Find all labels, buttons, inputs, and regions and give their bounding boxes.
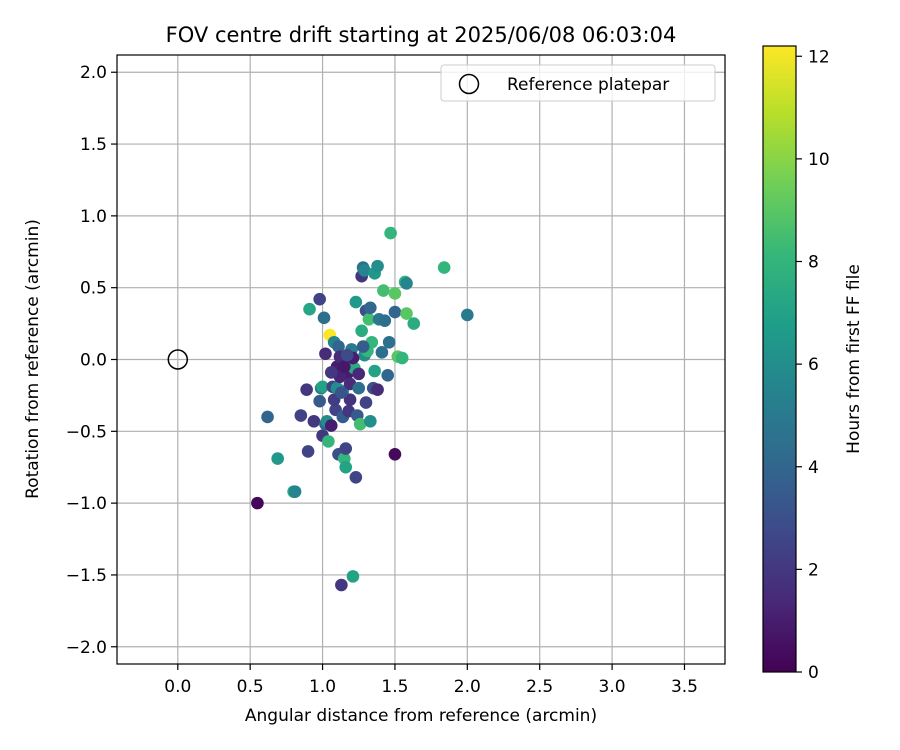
data-point bbox=[381, 368, 395, 382]
data-point bbox=[339, 460, 353, 474]
y-axis-ticks: −2.0 −1.5 −1.0 −0.5 0.0 0.5 1.0 1.5 2.0 bbox=[66, 63, 117, 658]
data-point bbox=[349, 470, 363, 484]
data-point bbox=[349, 295, 363, 309]
data-point bbox=[384, 226, 397, 240]
data-point bbox=[346, 570, 360, 583]
data-point bbox=[358, 264, 371, 277]
data-point bbox=[251, 496, 264, 510]
data-point bbox=[400, 277, 413, 290]
data-point bbox=[300, 383, 313, 396]
data-point bbox=[368, 364, 381, 378]
y-tick-label: −2.0 bbox=[66, 638, 107, 658]
data-point bbox=[335, 386, 348, 399]
legend-marker-icon bbox=[458, 73, 480, 95]
data-point bbox=[364, 301, 377, 315]
data-point bbox=[352, 367, 366, 381]
data-point bbox=[364, 414, 377, 428]
data-point bbox=[353, 417, 367, 431]
data-point bbox=[288, 485, 302, 498]
data-point bbox=[319, 347, 332, 361]
data-point bbox=[316, 380, 329, 394]
colorbar-tick-label: 4 bbox=[808, 458, 819, 478]
y-tick-label: 2.0 bbox=[80, 63, 107, 83]
legend-label-reference: Reference platepar bbox=[507, 75, 669, 95]
data-point bbox=[355, 324, 368, 338]
data-point bbox=[337, 360, 351, 373]
data-point bbox=[388, 447, 402, 461]
x-tick-label: 0.0 bbox=[164, 677, 191, 697]
data-point bbox=[332, 340, 345, 353]
data-point bbox=[461, 308, 474, 322]
data-point bbox=[307, 414, 321, 428]
x-axis-label: Angular distance from reference (arcmin) bbox=[245, 706, 597, 726]
data-point bbox=[371, 259, 384, 273]
colorbar-rect bbox=[762, 45, 797, 673]
y-tick-label: 1.5 bbox=[80, 135, 107, 155]
data-point bbox=[388, 287, 402, 300]
data-point bbox=[371, 383, 384, 396]
data-point bbox=[359, 396, 373, 409]
data-point bbox=[324, 366, 338, 379]
data-point bbox=[407, 317, 421, 330]
colorbar-label: Hours from first FF file bbox=[844, 264, 864, 454]
data-point bbox=[340, 348, 354, 362]
colorbar-tick-label: 0 bbox=[808, 663, 819, 683]
data-point bbox=[313, 394, 326, 408]
x-tick-label: 2.0 bbox=[454, 677, 481, 697]
data-point bbox=[324, 419, 338, 432]
colorbar: 0 2 4 6 8 10 12 Hours from first FF file bbox=[762, 45, 864, 683]
data-point bbox=[301, 445, 315, 458]
data-point bbox=[303, 302, 316, 316]
reference-platepar-marker bbox=[167, 349, 189, 370]
data-point bbox=[271, 452, 284, 465]
x-tick-label: 3.5 bbox=[671, 677, 698, 697]
colorbar-tick-label: 10 bbox=[808, 150, 830, 170]
x-axis-ticks: 0.0 0.5 1.0 1.5 2.0 2.5 3.0 3.5 bbox=[164, 664, 698, 697]
x-tick-label: 1.5 bbox=[381, 677, 408, 697]
data-point bbox=[261, 410, 274, 424]
data-point bbox=[382, 335, 396, 349]
x-tick-label: 2.5 bbox=[526, 677, 553, 697]
plot-area bbox=[116, 54, 726, 665]
y-tick-label: −0.5 bbox=[66, 422, 107, 442]
x-tick-label: 1.0 bbox=[309, 677, 336, 697]
data-point bbox=[343, 393, 357, 407]
colorbar-tick-label: 2 bbox=[808, 560, 819, 580]
colorbar-tick-label: 12 bbox=[808, 47, 830, 67]
legend: Reference platepar bbox=[440, 64, 716, 102]
y-tick-label: −1.0 bbox=[66, 494, 107, 514]
x-tick-label: 0.5 bbox=[237, 677, 264, 697]
data-point bbox=[388, 305, 402, 319]
colorbar-ticks: 0 2 4 6 8 10 12 bbox=[796, 47, 830, 683]
y-tick-label: 0.5 bbox=[80, 279, 107, 299]
data-point bbox=[313, 292, 326, 306]
x-tick-label: 3.0 bbox=[599, 677, 626, 697]
grid-lines bbox=[117, 55, 725, 664]
data-point bbox=[294, 409, 308, 422]
data-point bbox=[356, 340, 370, 353]
data-point bbox=[339, 442, 353, 455]
legend-box bbox=[440, 64, 716, 102]
y-axis-label: Rotation from reference (arcmin) bbox=[23, 219, 43, 499]
colorbar-tick-label: 8 bbox=[808, 253, 819, 273]
data-point bbox=[377, 284, 390, 297]
colorbar-tick-label: 6 bbox=[808, 355, 819, 375]
data-point bbox=[317, 311, 331, 325]
y-tick-label: 0.0 bbox=[80, 351, 107, 371]
data-point bbox=[378, 314, 392, 328]
data-point bbox=[400, 307, 413, 320]
data-point bbox=[335, 578, 348, 592]
y-tick-label: −1.5 bbox=[66, 566, 107, 586]
data-point bbox=[437, 261, 451, 274]
data-point bbox=[375, 346, 389, 359]
data-points bbox=[251, 226, 474, 592]
chart-title: FOV centre drift starting at 2025/06/08 … bbox=[166, 23, 677, 47]
data-point bbox=[352, 381, 366, 395]
data-point bbox=[322, 435, 335, 448]
data-point bbox=[362, 312, 376, 326]
y-tick-label: 1.0 bbox=[80, 207, 107, 227]
data-point bbox=[395, 351, 409, 365]
